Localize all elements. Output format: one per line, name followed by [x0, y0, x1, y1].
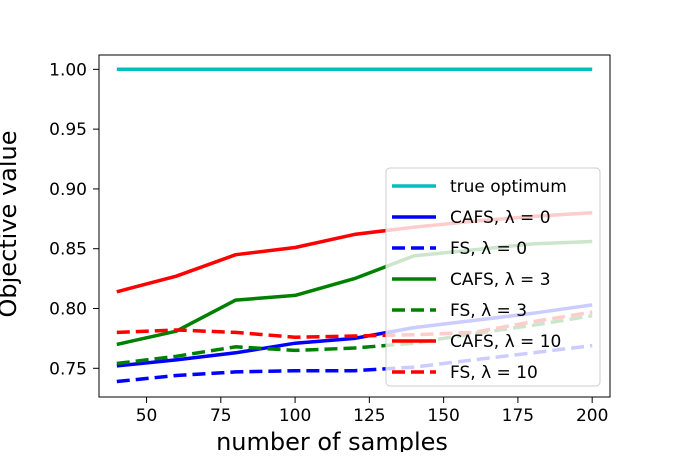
- x-tick-label: 50: [136, 406, 158, 426]
- legend-label-fs-3: FS, λ = 3: [450, 301, 527, 321]
- y-axis-label: Objective value: [0, 131, 22, 318]
- series-line-fs-10: [116, 310, 593, 339]
- legend: true optimum CAFS, λ = 0 FS, λ = 0 CAFS, λ …: [385, 167, 601, 387]
- legend-label-cafs-3: CAFS, λ = 3: [450, 270, 551, 290]
- series-line-fs-3: [116, 313, 593, 366]
- y-tick-label: 1.00: [49, 60, 87, 80]
- x-tick-label: 75: [210, 406, 232, 426]
- y-tick-label: 0.90: [49, 180, 87, 200]
- x-tick-label: 100: [279, 406, 311, 426]
- legend-label-true-optimum: true optimum: [450, 177, 567, 197]
- y-tick-label: 0.85: [49, 240, 87, 260]
- x-axis: 50 75 100 125 150 175 200: [136, 397, 608, 426]
- x-axis-label: number of samples: [216, 428, 448, 452]
- y-axis: 0.75 0.80 0.85 0.90 0.95 1.00: [49, 60, 99, 379]
- legend-label-fs-10: FS, λ = 10: [450, 363, 538, 383]
- legend-label-cafs-10: CAFS, λ = 10: [450, 332, 561, 352]
- x-tick-label: 150: [427, 406, 459, 426]
- legend-label-cafs-0: CAFS, λ = 0: [450, 208, 551, 228]
- legend-label-fs-0: FS, λ = 0: [450, 239, 527, 259]
- plot-frame: [98, 54, 611, 398]
- legend-box: [385, 167, 601, 387]
- series-line-fs-0: [116, 343, 593, 384]
- x-tick-label: 125: [353, 406, 385, 426]
- x-tick-label: 200: [576, 406, 608, 426]
- x-tick-label: 175: [502, 406, 534, 426]
- y-tick-label: 0.80: [49, 300, 87, 320]
- y-tick-label: 0.75: [49, 359, 87, 379]
- y-tick-label: 0.95: [49, 120, 87, 140]
